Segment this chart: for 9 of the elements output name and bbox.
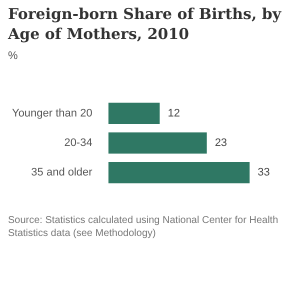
data-label: 33 [258,166,270,179]
source-note: Source: Statistics calculated using National Center for Health Statistics data (see Methodology) [8,214,280,240]
data-label: 12 [168,107,180,120]
y-tick-label: 35 and older [31,166,93,179]
chart-title: Foreign-born Share of Births, by Age of Mothers, 2010 [8,4,282,44]
text: % [8,50,18,62]
data-label: 23 [214,137,228,150]
y-tick-label: 20-34 [64,137,92,150]
y-tick-label: Younger than 20 [12,107,92,120]
